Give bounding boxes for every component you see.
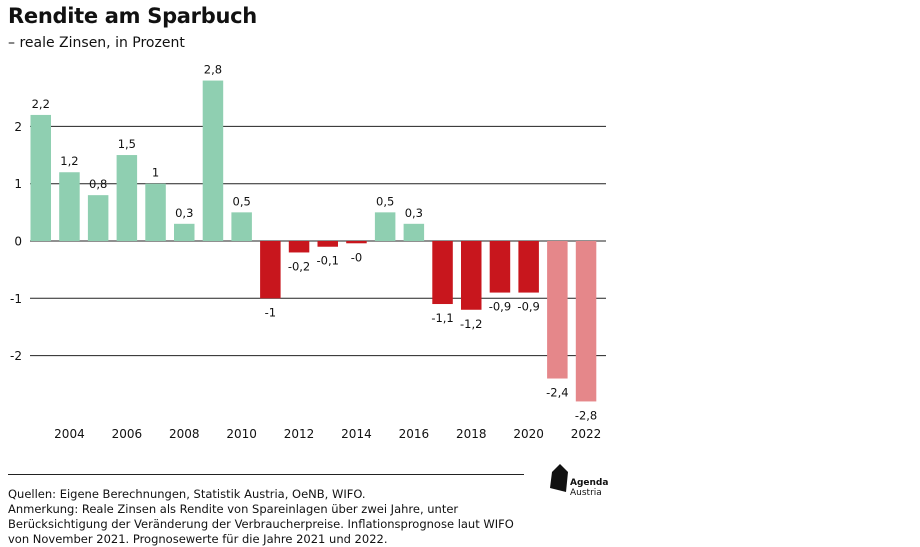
data-label: 2,8 [204,63,222,77]
chart-subtitle: – reale Zinsen, in Prozent [8,35,185,51]
bar [518,241,539,293]
logo-name: Agenda [570,478,609,488]
bar [374,212,396,241]
footnote: Quellen: Eigene Berechnungen, Statistik … [8,487,528,547]
bar [174,223,195,241]
x-tick-label: 2014 [341,427,372,441]
data-label: -0,9 [517,300,539,314]
y-tick-label: 1 [14,177,22,191]
y-tick-label: -1 [10,292,22,306]
data-label: -1 [265,305,276,319]
x-tick-label: 2016 [399,427,430,441]
data-label: 0,3 [405,206,423,220]
x-tick-label: 2004 [54,427,85,441]
x-tick-label: 2008 [169,427,200,441]
bar [575,241,597,402]
bar [288,241,310,253]
x-tick-label: 2018 [456,427,487,441]
footnote-sources: Quellen: Eigene Berechnungen, Statistik … [8,487,366,501]
x-tick-label: 2022 [571,427,602,441]
logo-subtitle: Austria [570,488,602,498]
bar [116,155,138,241]
data-label: -1,1 [431,311,453,325]
data-label: 2,2 [32,97,50,111]
bar [489,241,511,293]
bar [202,80,224,241]
data-label: 1 [152,166,159,180]
footnote-note-line-3: von November 2021. Prognosewerte für die… [8,532,388,546]
x-tick-label: 2020 [513,427,544,441]
data-label: -0,9 [489,300,511,314]
bar [30,114,51,241]
data-label: -0,1 [317,254,339,268]
bar [145,183,166,241]
data-label: -0,2 [288,259,310,273]
bar [432,241,453,305]
data-label: 0,8 [89,177,107,191]
bar-chart: 210-1-22,21,20,81,510,32,80,5-1-0,2 -0,1-… [10,63,606,441]
agenda-austria-logo-icon [550,464,568,492]
bar [87,195,109,241]
bar [260,241,281,299]
bar [461,241,482,310]
x-tick-label: 2006 [112,427,143,441]
x-tick-label: 2012 [284,427,315,441]
data-label: -2,8 [575,408,597,422]
bar [547,241,568,379]
data-label: -2,4 [546,386,568,400]
footnote-note-line-1: Anmerkung: Reale Zinsen als Rendite von … [8,502,459,516]
y-tick-label: -2 [10,349,22,363]
x-tick-label: 2010 [226,427,257,441]
bar [317,241,338,247]
bar [403,223,425,241]
footnote-note-line-2: Berücksichtigung der Veränderung der Ver… [8,517,514,531]
data-label: 0,3 [175,206,193,220]
bar [231,212,252,241]
data-label: -0 [351,250,362,264]
data-label: 1,2 [60,154,78,168]
data-label: 0,5 [233,194,251,208]
bar [59,172,80,241]
data-label: 1,5 [118,137,136,151]
footer-divider [8,474,524,475]
y-tick-label: 0 [14,235,22,249]
data-label: 0,5 [376,194,394,208]
data-label: -1,2 [460,317,482,331]
y-tick-label: 2 [14,120,22,134]
bar [346,241,367,244]
chart-title: Rendite am Sparbuch [8,4,257,28]
